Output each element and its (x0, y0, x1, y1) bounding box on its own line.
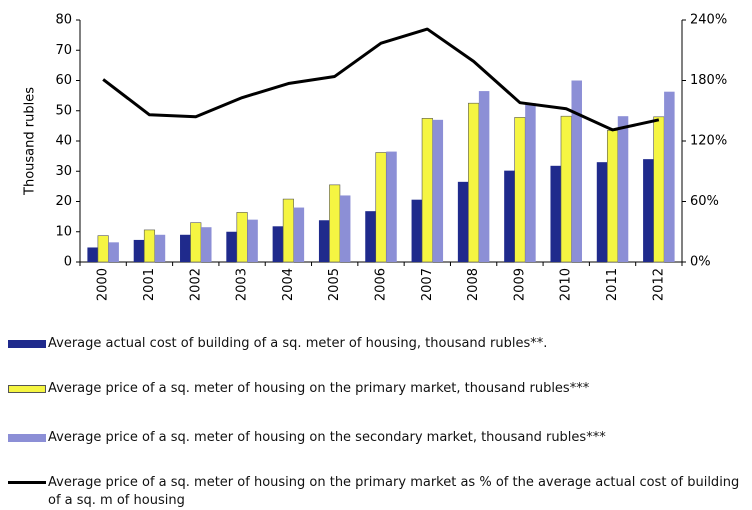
bar (514, 117, 526, 263)
bar (606, 130, 619, 263)
x-tick-label: 2009 (512, 268, 527, 301)
x-tick-label: 2002 (188, 268, 203, 301)
y2-tick-label: 240% (690, 13, 727, 28)
x-tick-label: 2007 (420, 268, 435, 301)
bar (571, 80, 582, 262)
legend-swatch (8, 434, 46, 442)
bar (318, 220, 330, 262)
legend-label: Average price of a sq. meter of housing … (48, 381, 590, 396)
bar (432, 119, 444, 262)
bar (201, 227, 212, 262)
y2-tick-label: 60% (690, 194, 719, 209)
y-tick-label: 20 (55, 194, 72, 209)
bar (504, 170, 515, 262)
bar (617, 116, 629, 262)
bar (247, 219, 258, 262)
bar (272, 226, 284, 262)
legend-swatch (8, 385, 46, 393)
bar (87, 247, 98, 262)
x-tick-label: 2001 (142, 268, 157, 301)
y-tick-label: 60 (55, 73, 72, 88)
y-tick-label: 70 (55, 43, 72, 58)
chart: Thousand rubles 0 10 20 30 40 50 60 70 80 0% 60% 12… (23, 13, 728, 302)
bar (375, 152, 387, 263)
bar (643, 159, 654, 262)
y-tick-label: 10 (55, 224, 72, 239)
bar (97, 235, 109, 263)
bar (339, 195, 351, 262)
bar (664, 91, 675, 262)
bar (525, 103, 536, 262)
y2-tick-label: 180% (690, 73, 727, 88)
bar (108, 242, 119, 262)
legend-item: Average price of a sq. meter of housing … (8, 429, 752, 447)
bar (478, 91, 490, 263)
legend-item: Average price of a sq. meter of housing … (8, 380, 752, 398)
bar (365, 211, 376, 262)
y-tick-label: 50 (55, 103, 72, 118)
legend-label: Average actual cost of building of a sq.… (48, 336, 548, 351)
y-tick-label: 0 (64, 255, 72, 270)
y-tick-label: 80 (55, 13, 72, 28)
legend-label: Average price of a sq. meter of housing … (48, 430, 606, 445)
x-tick-label: 2006 (374, 268, 389, 301)
bar (226, 231, 237, 262)
x-tick-label: 2004 (281, 268, 296, 301)
bar (190, 222, 202, 263)
bar (386, 151, 397, 262)
y2-tick-label: 0% (690, 255, 711, 270)
bar (329, 184, 341, 263)
line-series (102, 27, 660, 132)
x-tick-label: 2003 (235, 268, 250, 301)
bar (154, 234, 166, 262)
bar (236, 212, 248, 263)
legend-item: Average price of a sq. meter of housing … (8, 474, 752, 510)
legend-item: Average actual cost of building of a sq.… (8, 335, 752, 353)
bar (180, 234, 191, 262)
bar (560, 115, 572, 263)
x-tick-label: 2008 (466, 268, 481, 301)
x-tick-label: 2000 (96, 268, 111, 301)
x-tick-label: 2005 (327, 268, 342, 301)
bar (550, 165, 561, 262)
legend-swatch (8, 481, 46, 484)
y-axis-label: Thousand rubles (23, 87, 38, 196)
bar (282, 198, 294, 263)
bar (293, 207, 305, 262)
bar (411, 199, 423, 262)
y-tick-label: 40 (55, 134, 72, 149)
y-tick-label: 30 (55, 164, 72, 179)
x-tick-label: 2010 (559, 268, 574, 301)
legend-label: Average price of a sq. meter of housing … (48, 475, 740, 508)
bar (143, 229, 156, 263)
bar (421, 118, 433, 263)
bar (133, 239, 145, 262)
bar (457, 181, 469, 262)
y2-tick-label: 120% (690, 134, 727, 149)
x-tick-label: 2012 (651, 268, 666, 301)
x-tick-label: 2011 (605, 268, 620, 301)
bar (653, 116, 665, 263)
bar (596, 162, 608, 262)
bar (468, 102, 480, 263)
legend-swatch (8, 340, 46, 348)
